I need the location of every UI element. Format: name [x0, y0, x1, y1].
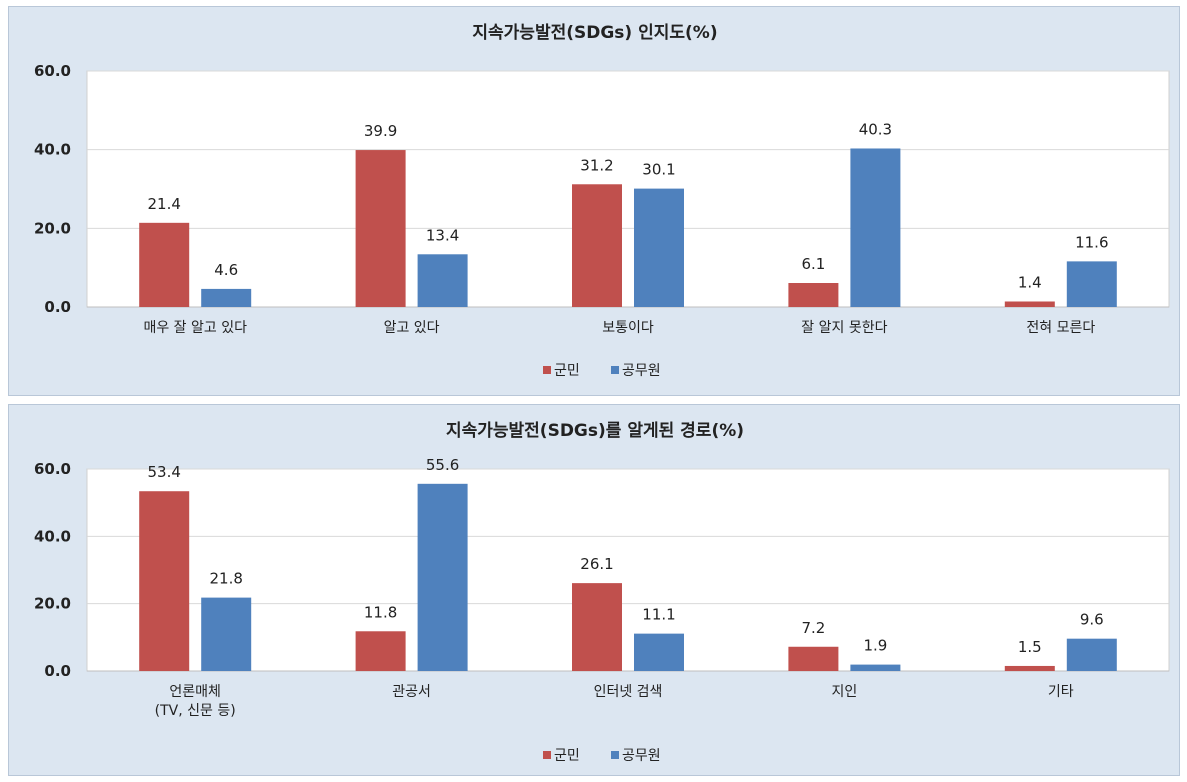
bar-residents — [1004, 665, 1055, 671]
chart-title: 지속가능발전(SDGs)를 알게된 경로(%) — [446, 421, 744, 441]
category-label: 잘 알지 못한다 — [801, 320, 887, 336]
data-label: 6.1 — [801, 255, 825, 273]
category-label: 관공서 — [392, 684, 431, 700]
y-tick-label: 40.0 — [34, 527, 71, 545]
data-label: 9.6 — [1080, 611, 1104, 629]
awareness-chart-panel: 지속가능발전(SDGs) 인지도(%) 0.0 20.0 40.0 60.0 21.4 4.… — [8, 6, 1180, 396]
bar-residents — [355, 150, 406, 307]
data-label: 1.9 — [863, 637, 887, 655]
legend-label: 공무원 — [622, 363, 661, 379]
legend-label: 군민 — [554, 748, 580, 764]
chart-title: 지속가능발전(SDGs) 인지도(%) — [472, 23, 717, 43]
data-label: 7.2 — [801, 619, 825, 637]
bar-residents — [788, 646, 839, 671]
legend-swatch — [543, 366, 551, 374]
data-label: 31.2 — [580, 156, 613, 174]
category-label: 기타 — [1048, 684, 1074, 700]
bar-officials — [201, 597, 252, 671]
y-tick-label: 20.0 — [34, 219, 71, 237]
data-label: 40.3 — [859, 120, 892, 138]
data-label: 1.4 — [1018, 273, 1042, 291]
bar-residents — [139, 222, 190, 307]
bar-residents — [572, 583, 622, 671]
bar-officials — [634, 633, 684, 671]
channel-bar-chart: 지속가능발전(SDGs)를 알게된 경로(%) 0.0 20.0 40.0 60.0 53… — [34, 421, 1170, 764]
y-tick-label: 40.0 — [34, 141, 71, 159]
bar-residents — [788, 283, 839, 307]
category-label: 알고 있다 — [384, 320, 440, 336]
category-label: 보통이다 — [602, 320, 654, 336]
data-label: 39.9 — [364, 122, 397, 140]
legend-label: 공무원 — [622, 748, 661, 764]
category-label: 매우 잘 알고 있다 — [143, 320, 247, 336]
awareness-bar-chart: 지속가능발전(SDGs) 인지도(%) 0.0 20.0 40.0 60.0 21.4 4.… — [34, 23, 1170, 379]
bar-officials — [1066, 638, 1117, 671]
data-label: 53.4 — [147, 463, 180, 481]
y-tick-label: 60.0 — [34, 460, 71, 478]
category-label: (TV, 신문 등) — [155, 703, 236, 719]
category-label: 인터넷 검색 — [594, 684, 663, 700]
data-label: 1.5 — [1018, 638, 1042, 656]
data-label: 30.1 — [642, 161, 675, 179]
plot-area — [86, 70, 1170, 308]
data-label: 21.4 — [147, 195, 180, 213]
bar-officials — [201, 288, 252, 307]
data-label: 11.1 — [642, 606, 675, 624]
bar-officials — [634, 188, 684, 307]
bar-officials — [850, 148, 901, 307]
category-label: 전혀 모른다 — [1026, 320, 1095, 336]
legend-swatch — [543, 751, 551, 759]
bar-residents — [355, 631, 406, 671]
data-label: 26.1 — [580, 555, 613, 573]
data-label: 11.6 — [1075, 233, 1108, 251]
y-tick-label: 0.0 — [44, 298, 71, 316]
legend-label: 군민 — [554, 363, 580, 379]
bar-residents — [139, 491, 190, 671]
channel-chart-panel: 지속가능발전(SDGs)를 알게된 경로(%) 0.0 20.0 40.0 60.0 53… — [8, 404, 1180, 776]
legend-swatch — [611, 366, 619, 374]
bar-residents — [572, 184, 622, 307]
data-label: 13.4 — [426, 226, 459, 244]
y-tick-label: 20.0 — [34, 595, 71, 613]
bar-officials — [850, 664, 901, 671]
y-tick-label: 0.0 — [44, 662, 71, 680]
data-label: 4.6 — [214, 261, 238, 279]
data-label: 11.8 — [364, 603, 397, 621]
category-label: 언론매체 — [169, 684, 221, 700]
category-label: 지인 — [832, 684, 858, 700]
bar-residents — [1004, 301, 1055, 307]
legend-swatch — [611, 751, 619, 759]
data-label: 55.6 — [426, 456, 459, 474]
bar-officials — [417, 254, 468, 307]
bar-officials — [1066, 261, 1117, 307]
bar-officials — [417, 483, 468, 671]
plot-area — [86, 468, 1170, 672]
y-tick-label: 60.0 — [34, 62, 71, 80]
data-label: 21.8 — [209, 570, 242, 588]
